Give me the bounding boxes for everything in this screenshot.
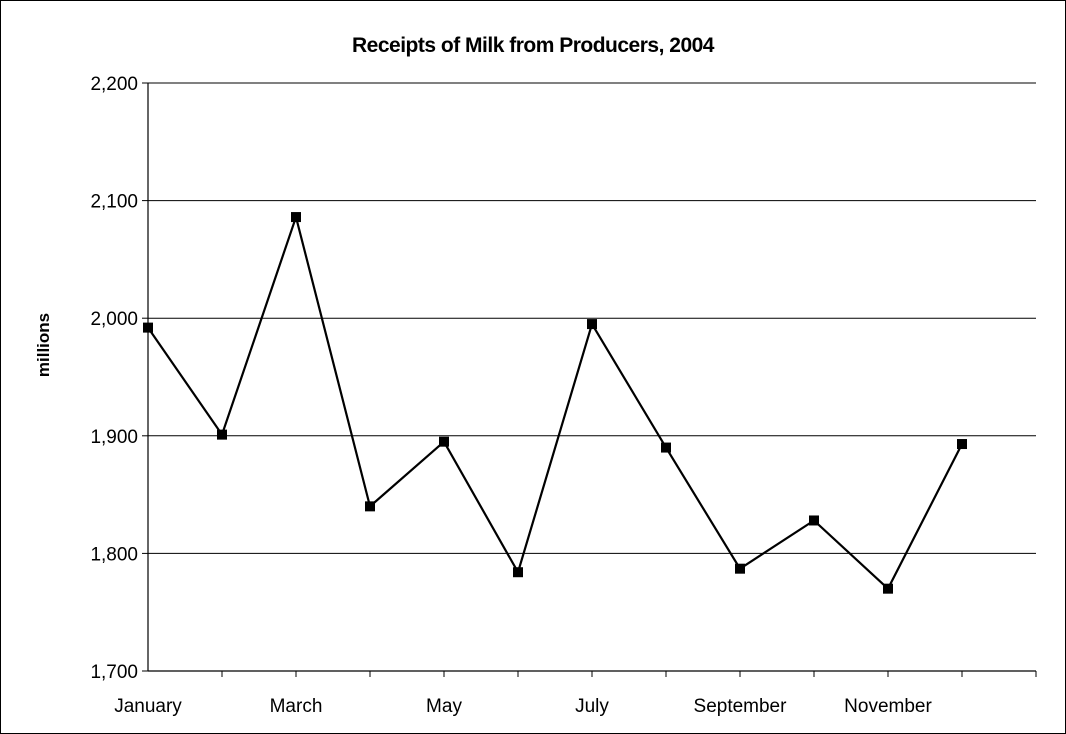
data-point-marker — [809, 515, 819, 526]
data-point-marker — [883, 583, 893, 594]
series-line — [147, 213, 963, 591]
x-tick-label: March — [270, 696, 323, 717]
x-axis-ticks: January March May July September November — [114, 671, 1037, 717]
x-tick-label: May — [426, 696, 462, 717]
data-point-marker — [587, 319, 597, 330]
x-tick-label: July — [575, 696, 609, 717]
data-point-marker — [217, 429, 227, 440]
y-axis-ticks: 1,700 1,800 1,900 2,000 2,100 2,200 — [90, 74, 148, 683]
x-tick-label: January — [114, 696, 182, 717]
gridlines — [148, 82, 1036, 554]
x-tick-label: November — [844, 696, 932, 717]
axes — [147, 83, 1036, 672]
y-tick-label: 2,000 — [90, 309, 138, 330]
data-point-marker — [661, 442, 671, 453]
chart-title: Receipts of Milk from Producers, 2004 — [352, 34, 714, 57]
y-tick-label: 1,900 — [90, 427, 138, 448]
data-point-marker — [365, 501, 375, 512]
data-point-marker — [439, 436, 449, 447]
data-point-marker — [513, 567, 523, 578]
data-point-marker — [143, 322, 153, 333]
x-tick-label: September — [694, 696, 788, 717]
y-tick-label: 2,200 — [90, 74, 138, 95]
y-tick-label: 1,800 — [90, 544, 138, 565]
y-tick-label: 1,700 — [90, 662, 138, 683]
data-point-marker — [291, 212, 301, 223]
data-point-marker — [957, 439, 967, 450]
y-tick-label: 2,100 — [90, 192, 138, 213]
data-point-marker — [735, 563, 745, 574]
data-series — [143, 212, 967, 594]
